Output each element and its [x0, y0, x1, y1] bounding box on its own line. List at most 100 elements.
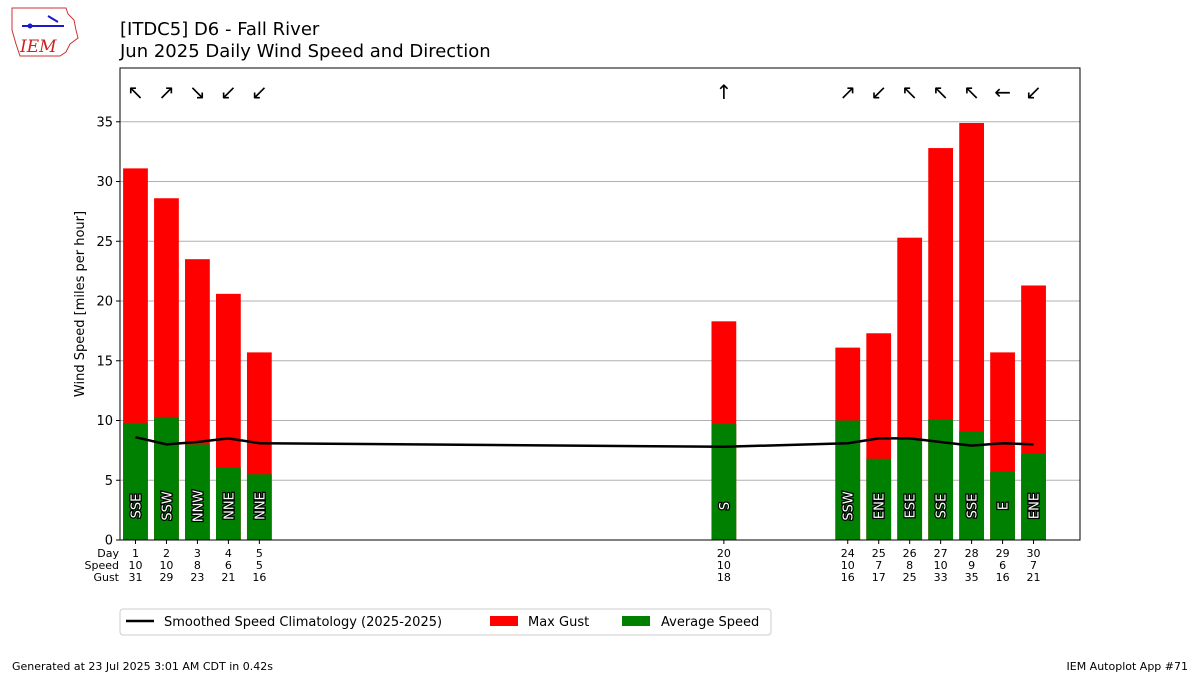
avg-bar — [959, 431, 984, 540]
speed-label: 7 — [1030, 559, 1037, 572]
day-label: 3 — [194, 547, 201, 560]
speed-label: 10 — [841, 559, 855, 572]
avg-bar — [866, 458, 892, 540]
avg-bar — [154, 416, 179, 540]
chart-title: [ITDC5] D6 - Fall River — [120, 19, 320, 40]
y-tick-label: 20 — [96, 295, 113, 310]
direction-arrow: ↘ — [189, 80, 206, 104]
x-axis-rows: 1103121029382346215516201018241016257172… — [128, 540, 1041, 584]
direction-label: SSW — [842, 491, 857, 521]
legend-avg-swatch — [622, 616, 650, 626]
avg-bar — [990, 471, 1015, 540]
chart-subtitle: Jun 2025 Daily Wind Speed and Direction — [119, 41, 491, 62]
speed-label: 8 — [194, 559, 201, 572]
day-label: 28 — [965, 547, 979, 560]
direction-arrows: ↖ ↗ ↘ ↙ ↙ ↑ ↗ ↙ ↖ ↖ ↖ ← ↙ — [127, 80, 1042, 104]
avg-bar — [897, 439, 923, 540]
speed-label: 10 — [934, 559, 948, 572]
iem-logo: IEM — [11, 7, 79, 57]
direction-label: E — [997, 502, 1012, 510]
row-label-gust: Gust — [93, 571, 119, 584]
y-tick-label: 5 — [105, 474, 113, 489]
gust-label: 23 — [190, 571, 204, 584]
direction-arrow: ↗ — [839, 80, 856, 104]
logo-text: IEM — [19, 37, 57, 57]
gust-label: 16 — [996, 571, 1010, 584]
direction-labels: SSE SSW NNW NNE NNE S SSW ENE ESE SSE SSE E ENE — [128, 488, 1044, 523]
avg-bar — [1021, 453, 1046, 540]
direction-label: SSE — [935, 494, 950, 519]
day-label: 2 — [163, 547, 170, 560]
day-label: 25 — [872, 547, 886, 560]
direction-arrow: ↙ — [220, 80, 237, 104]
y-tick-label: 10 — [96, 414, 113, 429]
direction-arrow: ↙ — [1025, 80, 1042, 104]
direction-label: NNE — [253, 492, 268, 520]
climatology-series-line — [135, 435, 1034, 449]
direction-label: NNW — [191, 490, 206, 522]
gust-label: 16 — [841, 571, 855, 584]
day-label: 5 — [256, 547, 263, 560]
speed-label: 10 — [159, 559, 173, 572]
grid-lines — [120, 121, 1080, 481]
day-label: 27 — [934, 547, 948, 560]
direction-label: ENE — [873, 493, 888, 519]
row-label-speed: Speed — [85, 559, 119, 572]
generated-footer: Generated at 23 Jul 2025 3:01 AM CDT in … — [12, 660, 273, 673]
direction-label: SSE — [129, 494, 144, 519]
day-label: 4 — [225, 547, 232, 560]
y-tick-label: 15 — [96, 354, 113, 369]
avg-bar — [835, 420, 861, 540]
gust-label: 35 — [965, 571, 979, 584]
y-axis-ticks: 0 5 10 15 20 25 30 35 — [96, 115, 120, 549]
direction-arrow: ← — [994, 80, 1011, 104]
direction-arrow: ↖ — [963, 80, 980, 104]
legend-gust-label: Max Gust — [528, 615, 589, 630]
day-label: 20 — [717, 547, 731, 560]
speed-label: 10 — [717, 559, 731, 572]
avg-bar — [711, 424, 737, 540]
day-label: 29 — [996, 547, 1010, 560]
direction-arrow: ↙ — [870, 80, 887, 104]
plot-frame — [119, 67, 1081, 541]
legend-climatology-label: Smoothed Speed Climatology (2025-2025) — [164, 615, 442, 630]
speed-label: 7 — [875, 559, 882, 572]
y-tick-label: 25 — [96, 235, 113, 250]
avg-bar — [928, 419, 954, 540]
climatology-line — [135, 435, 1034, 449]
legend: Smoothed Speed Climatology (2025-2025) M… — [119, 608, 772, 636]
avg-bar — [123, 422, 148, 540]
y-axis-label: Wind Speed [miles per hour] — [73, 211, 88, 397]
direction-arrow: ↖ — [932, 80, 949, 104]
day-label: 24 — [841, 547, 855, 560]
speed-label: 9 — [968, 559, 975, 572]
gust-label: 33 — [934, 571, 948, 584]
avg-bar — [246, 474, 272, 540]
speed-label: 8 — [906, 559, 913, 572]
legend-gust-swatch — [490, 616, 518, 626]
direction-arrow: ↑ — [715, 80, 732, 104]
speed-label: 6 — [999, 559, 1006, 572]
speed-label: 10 — [128, 559, 142, 572]
gust-label: 21 — [1027, 571, 1041, 584]
gust-label: 21 — [221, 571, 235, 584]
direction-label: SSE — [966, 494, 981, 519]
day-label: 1 — [132, 547, 139, 560]
gust-label: 16 — [252, 571, 266, 584]
avg-bar — [216, 467, 241, 540]
direction-arrow: ↖ — [127, 80, 144, 104]
direction-label: SSW — [160, 491, 175, 521]
day-label: 26 — [903, 547, 917, 560]
gust-label: 29 — [159, 571, 173, 584]
direction-label: NNE — [222, 492, 237, 520]
gust-label: 17 — [872, 571, 886, 584]
direction-label: ENE — [1028, 493, 1043, 519]
direction-arrow: ↖ — [901, 80, 918, 104]
row-label-day: Day — [97, 547, 119, 560]
gust-label: 18 — [717, 571, 731, 584]
speed-label: 6 — [225, 559, 232, 572]
direction-label: ESE — [904, 494, 919, 519]
avg-bar — [185, 444, 210, 540]
y-tick-label: 30 — [96, 175, 113, 190]
